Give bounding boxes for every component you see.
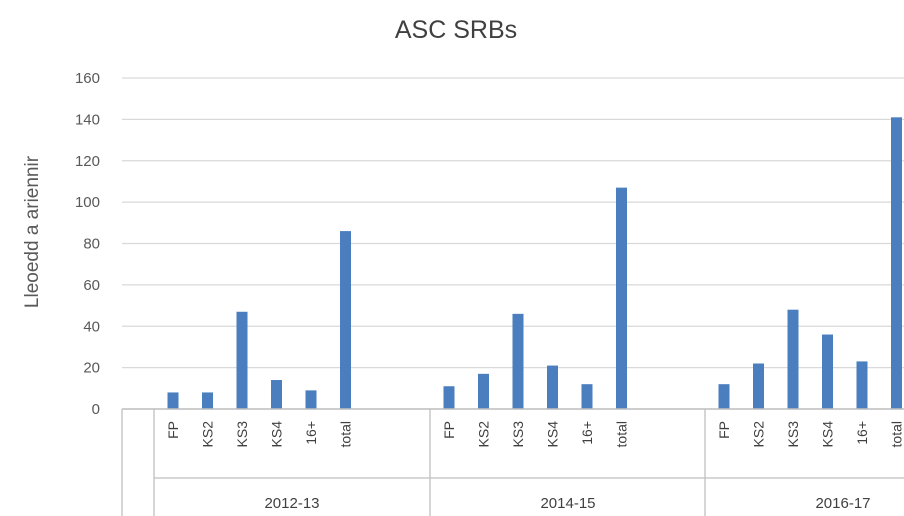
y-tick-label: 0 [92, 401, 100, 418]
x-tick-label: KS4 [545, 421, 561, 448]
x-tick-label: 16+ [854, 421, 870, 445]
x-tick-label: FP [716, 421, 732, 439]
group-labels: 2012-13 2014-15 2016-17 [264, 495, 870, 512]
bar-2012-13-KS3 [236, 311, 248, 409]
x-tick-label: FP [441, 421, 457, 439]
y-tick-label: 120 [75, 153, 100, 170]
gridlines [122, 77, 904, 410]
x-tick-label: total [338, 421, 354, 447]
y-tick-label: 40 [83, 318, 100, 335]
x-axis-lines [121, 408, 904, 516]
x-tick-label: 16+ [579, 421, 595, 445]
bar-2012-13-FP [167, 392, 179, 409]
y-tick-label: 60 [83, 277, 100, 294]
bar-2012-13-total [340, 231, 351, 409]
group-label: 2016-17 [815, 495, 870, 512]
y-tick-label: 80 [83, 236, 100, 253]
y-axis-ticks: 0 20 40 60 80 100 120 140 160 [75, 70, 100, 418]
x-tick-label: KS2 [476, 421, 492, 448]
x-tick-label: KS2 [200, 421, 216, 448]
x-tick-label: KS4 [269, 421, 285, 448]
bar-2012-13-16+ [305, 390, 317, 409]
bar-2014-15-16+ [581, 384, 593, 409]
bar-2016-17-FP [718, 384, 730, 409]
bar-2012-13-KS2 [202, 392, 213, 409]
x-tick-label: KS3 [510, 421, 526, 448]
group-label: 2012-13 [264, 495, 319, 512]
bar-2012-13-KS4 [271, 380, 282, 409]
bar-2014-15-KS3 [512, 313, 524, 409]
x-tick-label: KS3 [234, 421, 250, 448]
bar-2014-15-total [616, 187, 627, 409]
bar-2014-15-KS2 [478, 373, 489, 409]
x-tick-label: FP [165, 421, 181, 439]
y-axis-label: Lleoedd a ariennir [22, 155, 43, 308]
x-tick-label: KS2 [751, 421, 767, 448]
bar-2016-17-KS3 [787, 309, 799, 409]
bar-2016-17-KS2 [753, 363, 764, 409]
x-tick-label: KS3 [785, 421, 801, 448]
y-tick-label: 20 [83, 360, 100, 377]
y-tick-label: 140 [75, 111, 100, 128]
category-labels: FP KS2 KS3 KS4 16+ total FP KS2 KS3 KS4 16+ total FP… [165, 421, 904, 448]
y-tick-label: 100 [75, 194, 100, 211]
x-tick-label: KS4 [820, 421, 836, 448]
chart-title: ASC SRBs [395, 16, 517, 44]
x-tick-label: 16+ [303, 421, 319, 445]
bar-2016-17-16+ [856, 361, 868, 409]
bar-2014-15-FP [443, 386, 455, 409]
x-tick-label: total [614, 421, 630, 447]
bar-2016-17-total [891, 117, 902, 410]
x-tick-label: total [889, 421, 904, 447]
bar-2016-17-KS4 [822, 334, 833, 409]
y-tick-label: 160 [75, 70, 100, 87]
group-label: 2014-15 [540, 495, 595, 512]
bars [167, 117, 902, 410]
bar-2014-15-KS4 [547, 365, 558, 409]
